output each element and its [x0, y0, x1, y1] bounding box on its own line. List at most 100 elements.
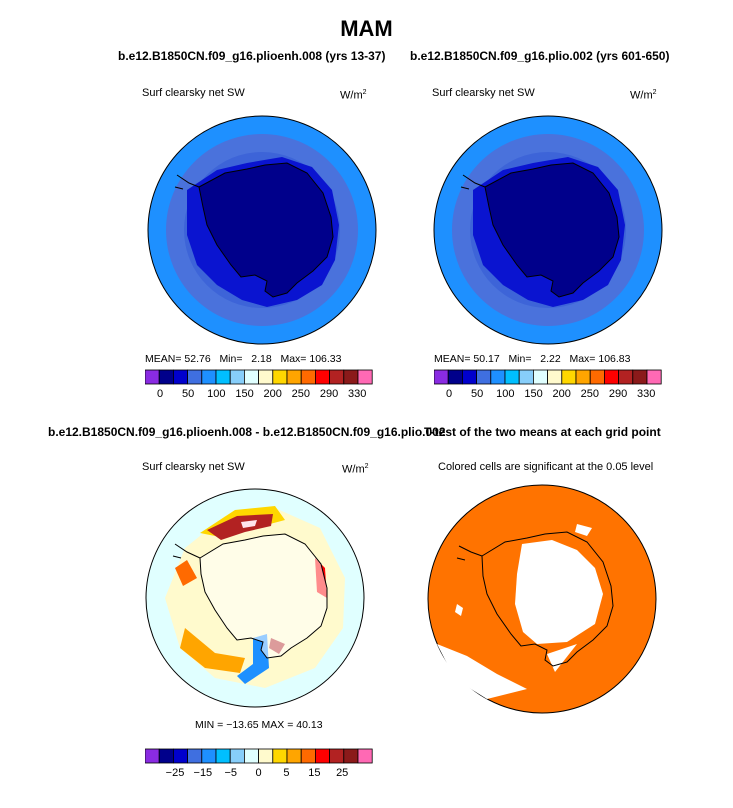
colorbar-swatch — [504, 369, 520, 385]
colorbar-tick-label: 250 — [581, 388, 599, 400]
panel2-units: W/m2 — [630, 89, 657, 102]
panel1-title: b.e12.B1850CN.f09_g16.plioenh.008 (yrs 1… — [118, 49, 386, 63]
colorbar-swatch — [357, 369, 373, 385]
colorbar-tick-label: 100 — [496, 388, 514, 400]
colorbar-swatch — [215, 748, 231, 764]
colorbar-swatch — [314, 369, 330, 385]
colorbar-swatch — [603, 369, 619, 385]
panel2-map — [433, 115, 663, 345]
colorbar-swatch — [561, 369, 577, 385]
colorbar-swatch — [144, 369, 160, 385]
panel1-variable: Surf clearsky net SW — [142, 87, 245, 99]
colorbar-swatch — [229, 748, 245, 764]
colorbar-swatch — [244, 369, 260, 385]
colorbar-tick-label: 100 — [207, 388, 225, 400]
panel1-map — [147, 115, 377, 345]
colorbar-swatch — [258, 748, 274, 764]
panel2-variable: Surf clearsky net SW — [432, 87, 535, 99]
colorbar-swatch — [433, 369, 449, 385]
colorbar-tick-label: 330 — [348, 388, 366, 400]
colorbar-swatch — [632, 369, 648, 385]
colorbar-swatch — [258, 369, 274, 385]
colorbar-swatch — [201, 369, 217, 385]
panel1-continent-outline — [198, 162, 334, 298]
colorbar-tick-label: 0 — [256, 767, 262, 779]
diff-colorbar-svg: −25 −15 −5 0 5 15 25 — [144, 748, 373, 779]
abs-colorbar-svg: 0 50 100 150 200 250 290 330 — [433, 369, 662, 400]
colorbar-swatch — [215, 369, 231, 385]
colorbar-tick-label: 150 — [235, 388, 253, 400]
panel3-colorbar: −25 −15 −5 0 5 15 25 — [144, 748, 376, 785]
colorbar-swatch — [518, 369, 534, 385]
colorbar-swatch — [575, 369, 591, 385]
panel3-title: b.e12.B1850CN.f09_g16.plioenh.008 - b.e1… — [48, 425, 446, 439]
panel3-units: W/m2 — [342, 463, 369, 476]
colorbar-tick-label: 25 — [336, 767, 348, 779]
colorbar-swatch — [646, 369, 662, 385]
panel4-continent-outline — [481, 531, 614, 667]
abs-colorbar-svg: 0 50 100 150 200 250 290 330 — [144, 369, 373, 400]
colorbar-swatch — [476, 369, 492, 385]
panel3-continent-outline — [199, 533, 328, 659]
colorbar-tick-label: 290 — [609, 388, 627, 400]
panel3-map — [145, 488, 365, 708]
colorbar-tick-label: 0 — [157, 388, 163, 400]
panel4-nonsignificant-region — [515, 540, 603, 644]
panel4-title: T-test of the two means at each grid poi… — [424, 425, 661, 439]
panel1-stats: MEAN= 52.76 Min= 2.18 Max= 106.33 — [145, 353, 342, 365]
colorbar-tick-label: −15 — [194, 767, 213, 779]
colorbar-swatch — [461, 369, 477, 385]
panel3-stats: MIN = −13.65 MAX = 40.13 — [195, 719, 323, 731]
colorbar-tick-label: 150 — [524, 388, 542, 400]
panel4-subtitle: Colored cells are significant at the 0.0… — [438, 461, 654, 473]
colorbar-swatch — [286, 369, 302, 385]
colorbar-tick-label: −5 — [224, 767, 237, 779]
colorbar-tick-label: 0 — [446, 388, 452, 400]
colorbar-swatch — [533, 369, 549, 385]
colorbar-swatch — [300, 748, 316, 764]
colorbar-tick-label: 200 — [553, 388, 571, 400]
colorbar-swatch — [490, 369, 506, 385]
colorbar-swatch — [158, 369, 174, 385]
panel3-variable: Surf clearsky net SW — [142, 461, 245, 473]
colorbar-tick-label: −25 — [166, 767, 185, 779]
colorbar-tick-label: 5 — [283, 767, 289, 779]
panel2-stats: MEAN= 50.17 Min= 2.22 Max= 106.83 — [434, 353, 631, 365]
colorbar-swatch — [300, 369, 316, 385]
colorbar-tick-label: 290 — [320, 388, 338, 400]
colorbar-tick-label: 50 — [182, 388, 194, 400]
colorbar-swatch — [187, 369, 203, 385]
colorbar-swatch — [229, 369, 245, 385]
colorbar-swatch — [144, 748, 160, 764]
colorbar-swatch — [547, 369, 563, 385]
colorbar-swatch — [589, 369, 605, 385]
panel4-map — [427, 484, 657, 714]
colorbar-swatch — [357, 748, 373, 764]
colorbar-tick-label: 250 — [292, 388, 310, 400]
colorbar-swatch — [329, 369, 345, 385]
colorbar-swatch — [447, 369, 463, 385]
colorbar-swatch — [244, 748, 260, 764]
colorbar-swatch — [172, 748, 188, 764]
panel1-units: W/m2 — [340, 89, 367, 102]
figure-title: MAM — [340, 16, 393, 41]
panel2-continent-outline — [484, 162, 620, 298]
colorbar-swatch — [343, 748, 359, 764]
colorbar-swatch — [618, 369, 634, 385]
colorbar-tick-label: 200 — [264, 388, 282, 400]
panel2-colorbar: 0 50 100 150 200 250 290 330 — [433, 369, 665, 406]
colorbar-swatch — [201, 748, 217, 764]
colorbar-swatch — [272, 748, 288, 764]
colorbar-swatch — [286, 748, 302, 764]
panel2-title: b.e12.B1850CN.f09_g16.plio.002 (yrs 601-… — [410, 49, 670, 63]
colorbar-swatch — [343, 369, 359, 385]
colorbar-swatch — [158, 748, 174, 764]
colorbar-tick-label: 15 — [308, 767, 320, 779]
panel3-min-patch — [237, 634, 269, 684]
colorbar-tick-label: 50 — [471, 388, 483, 400]
colorbar-swatch — [329, 748, 345, 764]
panel1-colorbar: 0 50 100 150 200 250 290 330 — [144, 369, 376, 406]
colorbar-swatch — [172, 369, 188, 385]
colorbar-swatch — [187, 748, 203, 764]
colorbar-swatch — [272, 369, 288, 385]
